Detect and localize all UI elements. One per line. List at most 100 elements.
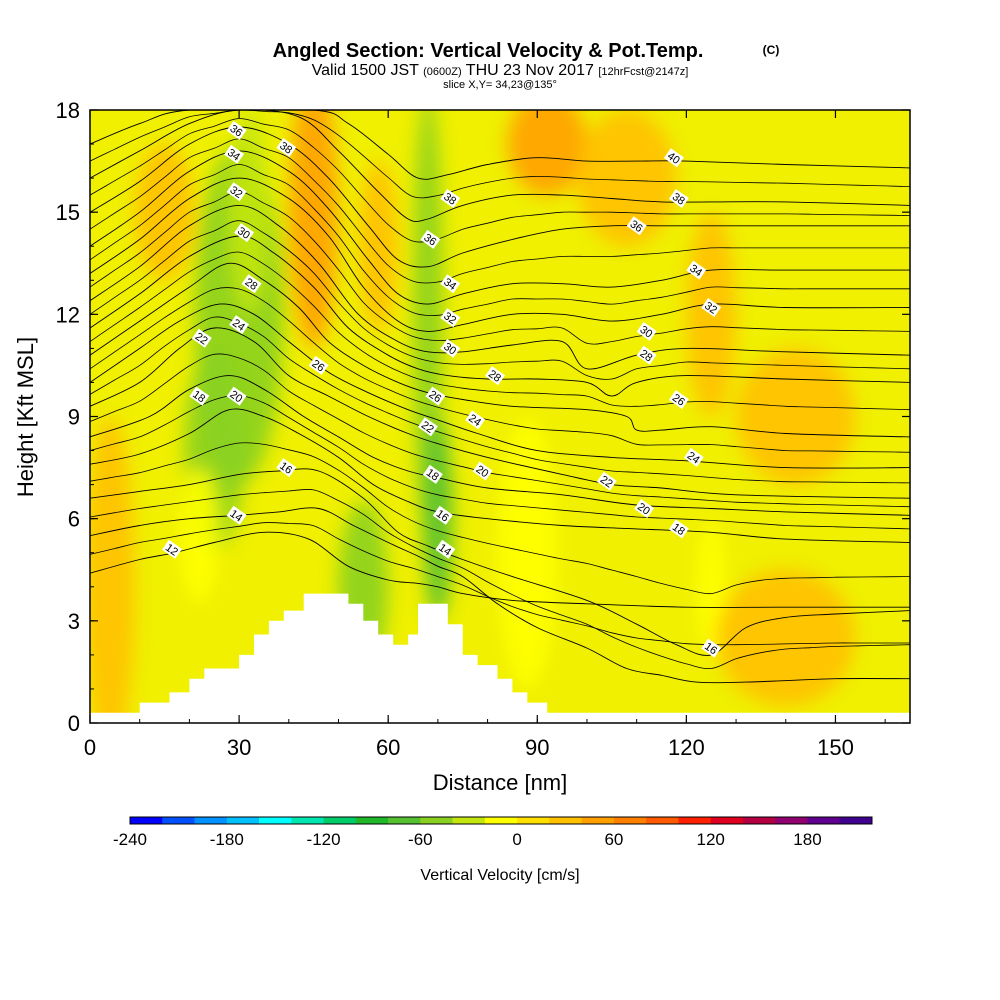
colorbar-swatch-18 [710,817,744,824]
contour-label-text: 34 [441,276,458,293]
colorbar-swatch-4 [259,817,292,824]
contour-label-text: 18 [190,388,207,405]
velocity-region-11 [358,161,399,332]
colorbar-tick-4: 0 [512,830,521,849]
contour-label-5: 28 [241,274,262,294]
contour-label-text: 16 [434,508,451,525]
contour-label-13: 12 [162,539,182,559]
contour-label-text: 24 [685,450,702,467]
colorbar-swatch-7 [355,817,389,824]
isentrope-minor-11 [90,138,910,284]
isentrope-minor-1 [90,488,910,670]
contour-label-1: 38 [276,137,297,158]
contour-label-26: 14 [435,539,456,559]
contour-label-31: 32 [701,297,722,318]
isentrope-minor-5 [90,316,910,484]
x-axis-label: Distance [nm] [433,770,568,795]
velocity-region-15 [736,348,856,485]
x-tick-label-90: 90 [525,735,549,760]
contour-label-text: 32 [228,184,245,201]
contour-label-text: 32 [702,300,719,317]
contour-label-text: 34 [225,147,242,164]
x-tick-label-150: 150 [817,735,854,760]
contour-label-35: 24 [683,447,704,467]
velocity-region-12 [90,416,135,723]
isentrope-minor-12 [90,118,910,243]
x-tick-label-30: 30 [227,735,251,760]
contour-label-29: 36 [626,216,647,236]
contour-label-20: 26 [425,386,446,406]
contour-label-2: 34 [224,144,245,164]
contour-label-text: 24 [230,317,247,334]
colorbar-swatch-3 [226,817,260,824]
contour-label-text: 38 [441,191,458,208]
contour-label-text: 38 [277,140,294,157]
colorbar-swatch-17 [678,817,711,824]
contour-label-text: 30 [638,324,655,341]
colorbar-swatch-21 [807,817,841,824]
contour-label-34: 26 [668,389,689,410]
contour-label-text: 26 [426,388,443,405]
colorbar-tick-2: -120 [307,830,341,849]
contour-label-30: 34 [686,260,707,280]
contour-label-32: 30 [636,321,657,341]
contour-label-text: 20 [635,501,652,518]
contour-label-24: 18 [422,464,443,484]
contour-label-0: 36 [226,120,247,140]
colorbar-frame [129,816,873,825]
contour-label-text: 28 [242,276,259,293]
contour-label-text: 30 [441,341,458,358]
colorbar-tick-0: -240 [113,830,147,849]
colorbar-swatch-6 [323,817,357,824]
y-tick-label-0: 0 [68,711,80,736]
y-tick-label-3: 3 [68,609,80,634]
contour-label-text: 18 [424,467,441,484]
velocity-region-7 [497,416,558,689]
isentrope-minor-4 [90,353,910,508]
contour-label-6: 24 [229,315,250,335]
isentrope-18 [90,408,910,543]
velocity-region-13 [716,569,856,706]
colorbar-tick-3: -60 [408,830,433,849]
contour-label-text: 16 [702,640,719,657]
contour-label-9: 20 [226,386,247,406]
isentrope-minor-9 [90,191,910,345]
contour-label-text: 32 [441,310,458,327]
isentrope-16 [90,468,910,656]
title-unit: (C) [763,43,780,57]
colorbar-swatch-11 [484,817,518,824]
contour-label-text: 28 [486,368,503,385]
contour-label-text: 38 [670,191,687,208]
contour-label-text: 36 [628,218,645,235]
contour-label-27: 40 [663,148,684,168]
colorbar-tick-6: 120 [697,830,725,849]
colorbar-label: Vertical Velocity [cm/s] [420,867,579,884]
velocity-region-16 [134,144,195,281]
isentrope-minor-6 [90,287,910,453]
colorbar-swatch-12 [517,817,550,824]
contour-label-text: 18 [670,521,687,538]
contour-label-text: 26 [670,392,687,409]
contour-label-text: 34 [687,262,704,279]
isentrope-40 [90,110,910,180]
colorbar-tick-5: 60 [604,830,623,849]
isentrope-30 [90,204,910,370]
contour-label-17: 32 [440,308,461,328]
colorbar-swatch-16 [646,817,679,824]
colorbar-swatch-5 [291,817,324,824]
colorbar-tick-1: -180 [210,830,244,849]
colorbar-swatch-15 [613,817,647,824]
plot-area: 36 38 34 32 30 28 24 22 26 20 18 16 14 12 38 36 34 32 30 28… [90,110,910,723]
x-tick-label-0: 0 [84,735,96,760]
contour-label-text: 26 [310,358,327,375]
contour-label-3: 32 [226,182,247,202]
y-tick-label-18: 18 [56,98,80,123]
colorbar-swatch-0 [130,817,163,824]
contour-label-15: 36 [420,229,441,249]
isentrope-minor-10 [90,164,910,316]
y-tick-label-9: 9 [68,405,80,430]
colorbar-swatch-14 [581,817,615,824]
x-tick-label-60: 60 [376,735,400,760]
contour-label-text: 20 [228,388,245,405]
